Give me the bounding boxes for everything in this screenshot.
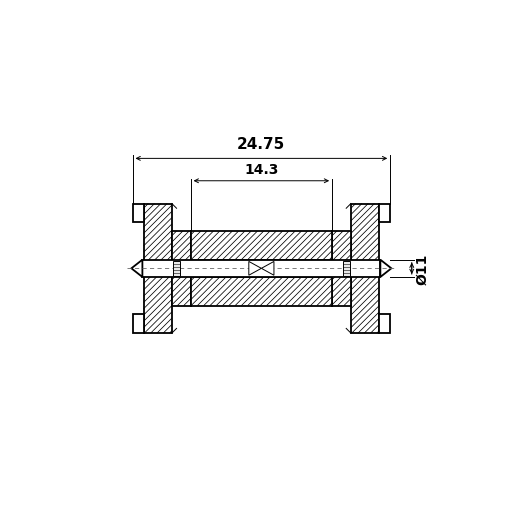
Text: 24.75: 24.75 (237, 137, 285, 152)
Polygon shape (132, 315, 144, 333)
Bar (331, 232, 350, 306)
Bar (343, 262, 350, 276)
Polygon shape (131, 260, 142, 277)
Text: Ø11: Ø11 (415, 253, 429, 285)
Bar (144, 204, 172, 333)
Bar (172, 232, 190, 306)
Polygon shape (248, 262, 261, 276)
Bar (172, 262, 179, 276)
Polygon shape (379, 204, 389, 223)
Bar (350, 204, 378, 333)
Bar (142, 260, 380, 277)
Polygon shape (261, 262, 273, 276)
Polygon shape (190, 277, 331, 306)
Polygon shape (132, 204, 144, 223)
Text: 14.3: 14.3 (244, 163, 278, 177)
Polygon shape (380, 260, 390, 277)
Polygon shape (190, 232, 331, 260)
Polygon shape (379, 315, 389, 333)
